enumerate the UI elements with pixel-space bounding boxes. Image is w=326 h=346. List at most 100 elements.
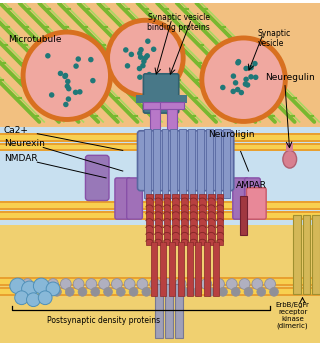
Circle shape xyxy=(76,56,81,62)
Circle shape xyxy=(99,279,110,289)
Circle shape xyxy=(248,65,254,71)
Bar xyxy=(179,129,186,198)
Bar xyxy=(223,129,230,198)
Bar xyxy=(0,127,320,225)
Circle shape xyxy=(253,75,259,80)
Circle shape xyxy=(245,82,250,88)
Circle shape xyxy=(129,52,134,57)
Circle shape xyxy=(88,57,94,62)
Bar xyxy=(0,133,320,142)
Bar xyxy=(215,129,221,198)
Bar xyxy=(153,129,160,198)
Bar xyxy=(286,143,293,152)
Text: Neuroligin: Neuroligin xyxy=(208,130,255,139)
Bar xyxy=(162,129,169,198)
Circle shape xyxy=(22,279,33,289)
Circle shape xyxy=(62,74,68,79)
Bar xyxy=(151,242,157,296)
Circle shape xyxy=(163,279,173,289)
Bar xyxy=(0,145,320,149)
Circle shape xyxy=(142,288,151,296)
Text: ErbB/EgFr
receptor
kinase
(dimeric): ErbB/EgFr receptor kinase (dimeric) xyxy=(276,302,310,329)
Circle shape xyxy=(233,80,238,85)
Bar xyxy=(0,143,320,152)
Bar xyxy=(216,194,223,245)
Bar xyxy=(155,194,162,245)
Bar xyxy=(169,242,175,296)
Circle shape xyxy=(66,96,71,102)
Circle shape xyxy=(231,288,240,296)
Circle shape xyxy=(243,76,249,82)
Circle shape xyxy=(77,89,82,94)
Circle shape xyxy=(38,291,52,304)
Circle shape xyxy=(257,288,266,296)
Circle shape xyxy=(244,288,253,296)
Bar xyxy=(312,215,320,294)
Circle shape xyxy=(78,288,87,296)
Circle shape xyxy=(206,288,215,296)
Bar xyxy=(146,194,153,245)
Bar xyxy=(178,242,184,296)
Circle shape xyxy=(65,79,70,84)
Circle shape xyxy=(140,63,146,69)
Circle shape xyxy=(230,89,236,94)
Circle shape xyxy=(155,288,164,296)
Text: NMDAR: NMDAR xyxy=(4,154,37,163)
Circle shape xyxy=(111,279,122,289)
Circle shape xyxy=(150,279,161,289)
FancyBboxPatch shape xyxy=(246,188,266,219)
FancyBboxPatch shape xyxy=(233,178,248,219)
Circle shape xyxy=(91,288,100,296)
Bar xyxy=(196,242,201,296)
Circle shape xyxy=(10,278,25,294)
Bar xyxy=(293,215,301,294)
Bar xyxy=(197,129,204,198)
Circle shape xyxy=(201,279,212,289)
Bar xyxy=(177,95,186,103)
Circle shape xyxy=(63,102,68,107)
Circle shape xyxy=(46,282,60,296)
Circle shape xyxy=(220,85,226,90)
Bar xyxy=(0,3,320,156)
Circle shape xyxy=(65,83,70,89)
Bar xyxy=(181,194,188,245)
Circle shape xyxy=(138,54,143,60)
Circle shape xyxy=(49,92,54,98)
Circle shape xyxy=(26,293,40,307)
Circle shape xyxy=(175,279,186,289)
Bar xyxy=(160,242,166,296)
Circle shape xyxy=(35,279,46,289)
Text: Neurexin: Neurexin xyxy=(4,139,45,148)
Circle shape xyxy=(188,279,199,289)
Bar xyxy=(165,284,173,338)
FancyBboxPatch shape xyxy=(143,74,179,113)
Bar xyxy=(0,279,320,284)
Circle shape xyxy=(60,279,71,289)
Bar xyxy=(0,287,320,296)
Bar xyxy=(303,215,310,294)
Circle shape xyxy=(146,72,152,77)
Text: AMPAR: AMPAR xyxy=(236,181,267,190)
Bar xyxy=(170,129,177,198)
Circle shape xyxy=(15,291,28,304)
Circle shape xyxy=(226,279,237,289)
Bar xyxy=(240,195,246,235)
Circle shape xyxy=(137,66,142,71)
Circle shape xyxy=(248,74,254,80)
Circle shape xyxy=(123,47,128,53)
Circle shape xyxy=(116,288,125,296)
Ellipse shape xyxy=(283,151,297,168)
Circle shape xyxy=(235,87,241,92)
Circle shape xyxy=(73,90,78,95)
Bar xyxy=(213,242,219,296)
Circle shape xyxy=(66,86,71,91)
Circle shape xyxy=(235,60,241,65)
Bar xyxy=(188,129,195,198)
Circle shape xyxy=(137,51,142,56)
FancyBboxPatch shape xyxy=(127,178,142,219)
Circle shape xyxy=(124,279,135,289)
Circle shape xyxy=(252,61,258,66)
Bar xyxy=(0,277,320,286)
Bar xyxy=(160,102,184,109)
Bar xyxy=(190,194,197,245)
